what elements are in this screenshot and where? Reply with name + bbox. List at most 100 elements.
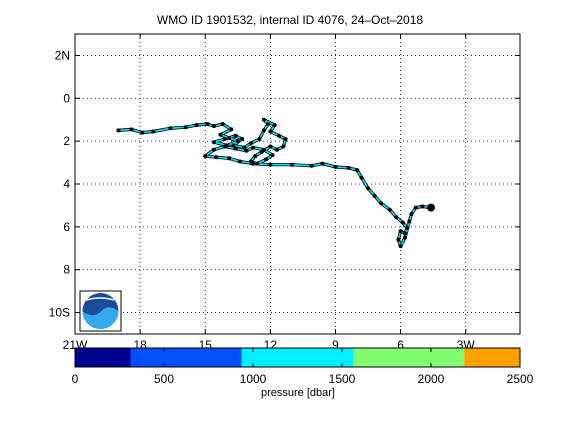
profile-point (211, 140, 216, 145)
profile-point (409, 212, 414, 216)
colorbar-tick-label: 2500 (507, 372, 534, 386)
colorbar-tick-label: 0 (72, 372, 79, 386)
y-tick-label: 8 (63, 263, 70, 277)
grid-lines (75, 34, 520, 334)
profile-point (222, 144, 227, 149)
x-axis: 21W 18 15 12 9 6 3W (63, 34, 475, 352)
profile-point (244, 148, 249, 153)
profile-point (251, 161, 255, 166)
profile-point (253, 154, 258, 159)
profile-point (272, 123, 277, 128)
profile-point (398, 244, 403, 249)
profile-point (248, 141, 253, 146)
profile-point (218, 132, 223, 137)
profile-point (220, 122, 225, 126)
profile-point (233, 146, 238, 151)
profile-point (372, 193, 377, 198)
profile-point (183, 125, 188, 130)
profile-point (346, 165, 351, 170)
y-tick-label: 2N (55, 48, 70, 62)
profile-point (394, 215, 399, 220)
colorbar-frame (74, 347, 521, 368)
profile-point (268, 162, 273, 167)
profile-point (333, 164, 338, 169)
profile-point (379, 201, 384, 206)
profile-point (205, 122, 210, 126)
y-tick-label: 10S (49, 306, 70, 320)
y-tick-label: 2 (63, 134, 70, 148)
colorbar-tick-label: 500 (154, 372, 174, 386)
last-position-marker (427, 203, 435, 212)
noaa-logo (79, 290, 122, 332)
plot-frame (74, 33, 521, 335)
profile-point (407, 219, 412, 224)
profile-point (400, 220, 405, 225)
profile-point (398, 229, 403, 234)
profile-point (261, 147, 266, 152)
track-outline (118, 118, 432, 248)
track-line (118, 118, 432, 247)
profile-point (402, 235, 407, 240)
profile-point (413, 205, 418, 210)
profile-point (405, 225, 410, 230)
profile-point (237, 159, 242, 164)
profile-point (420, 204, 425, 209)
profile-point (320, 161, 325, 166)
profile-point (116, 128, 121, 133)
profile-point (264, 157, 269, 162)
profile-point (194, 123, 199, 128)
profile-point (277, 133, 282, 138)
profile-point (140, 130, 145, 135)
profile-point (261, 117, 266, 122)
colorbar-segment (130, 348, 242, 367)
profile-point (255, 161, 260, 166)
profile-point (235, 139, 240, 144)
colorbar-title: pressure [dbar] (261, 387, 335, 399)
float-track (116, 117, 435, 249)
y-axis: 2N 0 2 4 6 8 10S (49, 48, 520, 320)
profile-point (211, 124, 216, 129)
profile-point (355, 168, 360, 173)
profile-point (203, 154, 208, 159)
colorbar-tick-label: 2000 (418, 372, 445, 386)
profile-point (283, 137, 288, 141)
profile-point (268, 129, 273, 134)
logo-wave (82, 307, 119, 329)
profile-point (227, 135, 232, 140)
profile-point (268, 144, 273, 149)
profile-point (214, 155, 219, 160)
chart-title: WMO ID 1901532, internal ID 4076, 24–Oct… (157, 13, 423, 27)
x-tick-label: 6 (397, 338, 404, 352)
profile-point (261, 128, 266, 133)
profile-point (366, 186, 371, 191)
profile-point (266, 122, 271, 126)
profile-point (281, 144, 286, 149)
y-tick-label: 6 (63, 220, 70, 234)
profile-point (231, 143, 236, 148)
colorbar-segment (241, 348, 354, 367)
colorbar-segment (353, 348, 465, 367)
profile-point (168, 126, 173, 131)
logo-gull (85, 297, 115, 301)
profile-point (387, 207, 392, 212)
profile-point (274, 147, 279, 152)
colorbar-segment (464, 348, 520, 367)
pressure-colorbar: pressure [dbar] 0 500 1000 1500 2000 2500 (72, 347, 534, 399)
profile-point (290, 162, 295, 167)
profile-point (151, 129, 156, 134)
profile-point (270, 153, 275, 158)
profile-point (251, 145, 255, 150)
colorbar-segment (75, 348, 131, 367)
colorbar-tick-label: 1000 (240, 372, 267, 386)
profile-point (257, 137, 262, 141)
profile-point (222, 137, 227, 141)
profile-point (242, 145, 247, 150)
profile-point (233, 133, 238, 138)
profile-point (211, 147, 216, 152)
profile-point (402, 231, 407, 236)
profile-point (359, 175, 364, 180)
profile-point (309, 163, 314, 168)
colorbar-tick-label: 1500 (329, 372, 356, 386)
